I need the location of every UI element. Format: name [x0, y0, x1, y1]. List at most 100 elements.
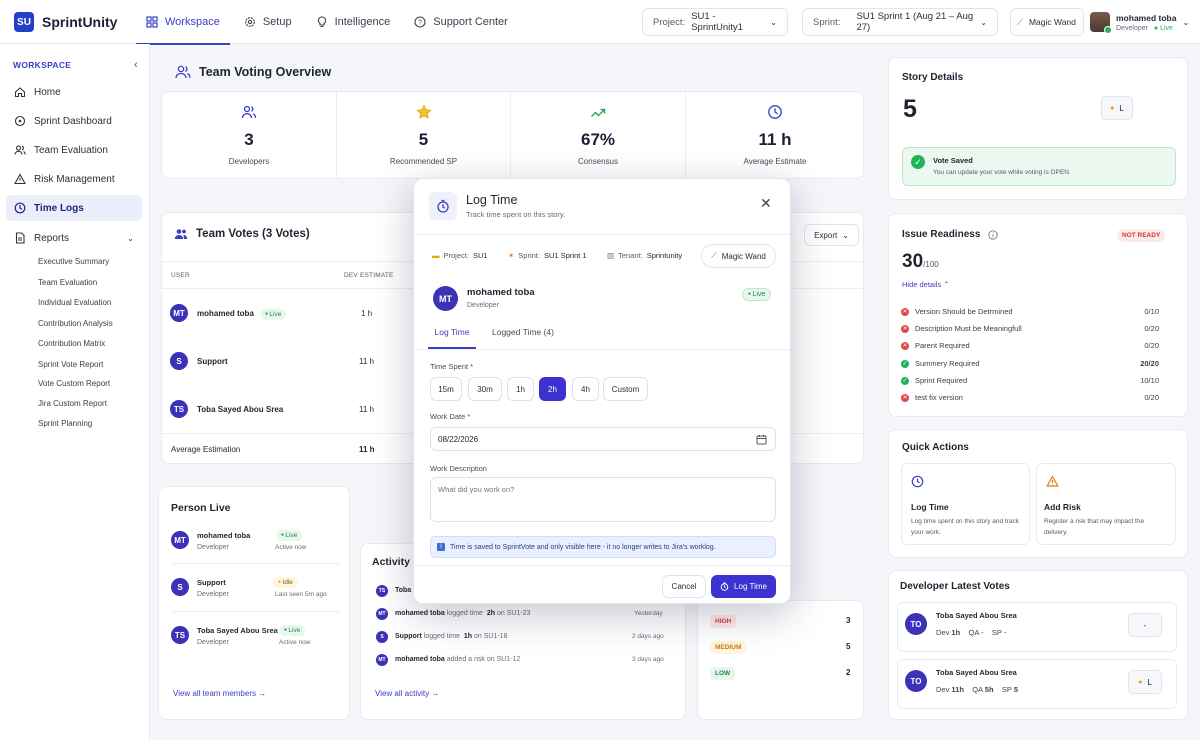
- info-icon: i: [437, 543, 445, 551]
- stat-consensus: 67% Consensus: [511, 92, 686, 178]
- person-note: Active now: [279, 639, 311, 646]
- section-title-text: Team Voting Overview: [199, 65, 332, 79]
- users-icon: [241, 105, 257, 119]
- project-select[interactable]: Project: SU1 - SprintUnity1 ⌄: [642, 8, 788, 36]
- report-executive-summary[interactable]: Executive Summary: [38, 257, 110, 266]
- magic-wand-button[interactable]: ⟋ Magic Wand: [1010, 8, 1084, 36]
- view-all-members-link[interactable]: View all team members →: [173, 689, 266, 698]
- folder-icon: ▬: [432, 251, 440, 260]
- latest-votes-title: Developer Latest Votes: [900, 581, 1010, 592]
- report-individual-evaluation[interactable]: Individual Evaluation: [38, 298, 112, 307]
- sidebar-item-label: Home: [34, 86, 61, 98]
- sidebar-item-risk-management[interactable]: Risk Management: [6, 166, 142, 192]
- time-option-4h[interactable]: 4h: [572, 377, 599, 401]
- stat-recommended-sp: 5 Recommended SP: [337, 92, 511, 178]
- report-sprint-planning[interactable]: Sprint Planning: [38, 419, 93, 428]
- tab-logged-time[interactable]: Logged Time (4): [492, 327, 554, 337]
- sidebar-item-reports[interactable]: Reports ⌄: [6, 225, 142, 251]
- cancel-button[interactable]: Cancel: [662, 575, 706, 598]
- readiness-title-text: Issue Readiness: [902, 229, 981, 240]
- report-contribution-analysis[interactable]: Contribution Analysis: [38, 319, 113, 328]
- tab-log-time[interactable]: Log Time: [428, 327, 476, 349]
- sidebar-item-sprint-dashboard[interactable]: Sprint Dashboard: [6, 108, 142, 134]
- latest-votes-card: Developer Latest Votes TO Toba Sayed Abo…: [888, 570, 1188, 720]
- time-option-30m[interactable]: 30m: [468, 377, 502, 401]
- readiness-item-label: Description Must be Meaningfull: [915, 324, 1022, 333]
- chevron-down-icon: ⌄: [127, 233, 134, 243]
- info-banner: i Time is saved to SprintVote and only v…: [430, 536, 776, 558]
- person-role: Developer: [197, 591, 229, 598]
- work-date-field[interactable]: 08/22/2026: [430, 427, 776, 451]
- activity-on: on SU1-23: [496, 610, 531, 617]
- hide-details-toggle[interactable]: Hide details ⌃: [902, 280, 950, 289]
- activity-text: mohamed toba logged time 2h on SU1-23: [395, 610, 530, 617]
- link-label: View all team members: [173, 689, 256, 698]
- time-option-1h[interactable]: 1h: [507, 377, 534, 401]
- calendar-icon[interactable]: [756, 434, 767, 445]
- time-spent-label: Time Spent *: [430, 362, 474, 371]
- user-menu[interactable]: mohamed toba Developer ● Live ⌄: [1090, 6, 1200, 38]
- report-team-evaluation[interactable]: Team Evaluation: [38, 278, 98, 287]
- person-live-card: Person Live MT mohamed toba Developer Li…: [158, 486, 350, 720]
- app-logo[interactable]: SU: [14, 12, 34, 32]
- time-option-2h[interactable]: 2h: [539, 377, 566, 401]
- view-all-activity-link[interactable]: View all activity →: [375, 689, 439, 698]
- quick-add-risk-button[interactable]: Add Risk Register a risk that may impact…: [1036, 463, 1176, 545]
- sidebar-item-label: Reports: [34, 232, 70, 244]
- export-label: Export: [814, 230, 838, 240]
- close-icon[interactable]: ✕: [760, 195, 772, 211]
- activity-text: mohamed toba added a risk on SU1-12: [395, 656, 520, 663]
- nav-intelligence[interactable]: Intelligence: [306, 0, 401, 44]
- time-option-15m[interactable]: 15m: [430, 377, 462, 401]
- nav-workspace[interactable]: Workspace: [136, 0, 230, 45]
- log-time-submit-button[interactable]: Log Time: [711, 575, 776, 598]
- avatar: [1090, 12, 1112, 34]
- sidebar-item-label: Risk Management: [34, 173, 115, 185]
- avatar: S: [376, 631, 388, 643]
- readiness-item-label: Parent Required: [915, 341, 970, 350]
- activity-on: on SU1-12: [486, 656, 521, 663]
- collapse-sidebar-icon[interactable]: ‹: [134, 59, 138, 71]
- users-icon: [174, 229, 188, 239]
- sidebar-item-home[interactable]: Home: [6, 79, 142, 105]
- activity-action: logged time: [446, 610, 483, 617]
- magic-wand-button[interactable]: ⟋ Magic Wand: [701, 244, 776, 268]
- sidebar-item-team-evaluation[interactable]: Team Evaluation: [6, 137, 142, 163]
- sprint-select[interactable]: Sprint: SU1 Sprint 1 (Aug 21 – Aug 27) ⌄: [802, 8, 998, 36]
- nav-setup[interactable]: Setup: [234, 0, 302, 44]
- vote-user-name: Toba Sayed Abou Srea: [936, 611, 1017, 620]
- export-button[interactable]: Export ⌄: [804, 224, 859, 246]
- sidebar-item-label: Sprint Dashboard: [34, 115, 112, 127]
- info-icon[interactable]: [988, 229, 999, 240]
- report-contribution-matrix[interactable]: Contribution Matrix: [38, 339, 106, 348]
- readiness-title: Issue Readiness: [902, 229, 999, 240]
- readiness-item-label: Summery Required: [915, 359, 980, 368]
- person-note: Last seen 5m ago: [275, 591, 327, 598]
- stat-label: Recommended SP: [389, 157, 458, 166]
- activity-who: Toba: [395, 587, 412, 594]
- risk-level-badge: LOW: [710, 667, 736, 680]
- time-option-custom[interactable]: Custom: [603, 377, 648, 401]
- score-max: /100: [923, 260, 939, 269]
- report-vote-custom[interactable]: Vote Custom Report: [38, 379, 111, 388]
- report-jira-custom[interactable]: Jira Custom Report: [38, 399, 107, 408]
- team-votes-title-text: Team Votes (3 Votes): [196, 228, 310, 240]
- risk-summary-card: HIGH 3 MEDIUM 5 LOW 2: [697, 600, 864, 720]
- story-points: 5: [903, 95, 917, 123]
- nav-support-center[interactable]: ? Support Center: [404, 0, 518, 44]
- modal-subtitle: Track time spent on this story.: [466, 210, 566, 219]
- readiness-item: ✓ Summery Required 20/20: [901, 359, 1159, 368]
- sidebar-item-time-logs[interactable]: Time Logs: [6, 195, 142, 221]
- quick-log-time-button[interactable]: Log Time Log time spent on this story an…: [901, 463, 1030, 545]
- link-label: Hide details: [902, 280, 942, 289]
- work-description-input[interactable]: [430, 477, 776, 522]
- vote-item: TO Toba Sayed Abou Srea Dev 1h QA - SP -…: [897, 602, 1177, 652]
- row-user-name: mohamed toba: [197, 309, 254, 318]
- status-badge: Live: [276, 530, 303, 541]
- row-user-name: Toba Sayed Abou Srea: [197, 405, 284, 414]
- risk-count: 2: [846, 668, 851, 677]
- readiness-item: ✕ Description Must be Meaningfull 0/20: [901, 324, 1159, 333]
- app-name: SprintUnity: [42, 14, 118, 30]
- report-sprint-vote[interactable]: Sprint Vote Report: [38, 360, 104, 369]
- nav-label: Intelligence: [334, 16, 391, 28]
